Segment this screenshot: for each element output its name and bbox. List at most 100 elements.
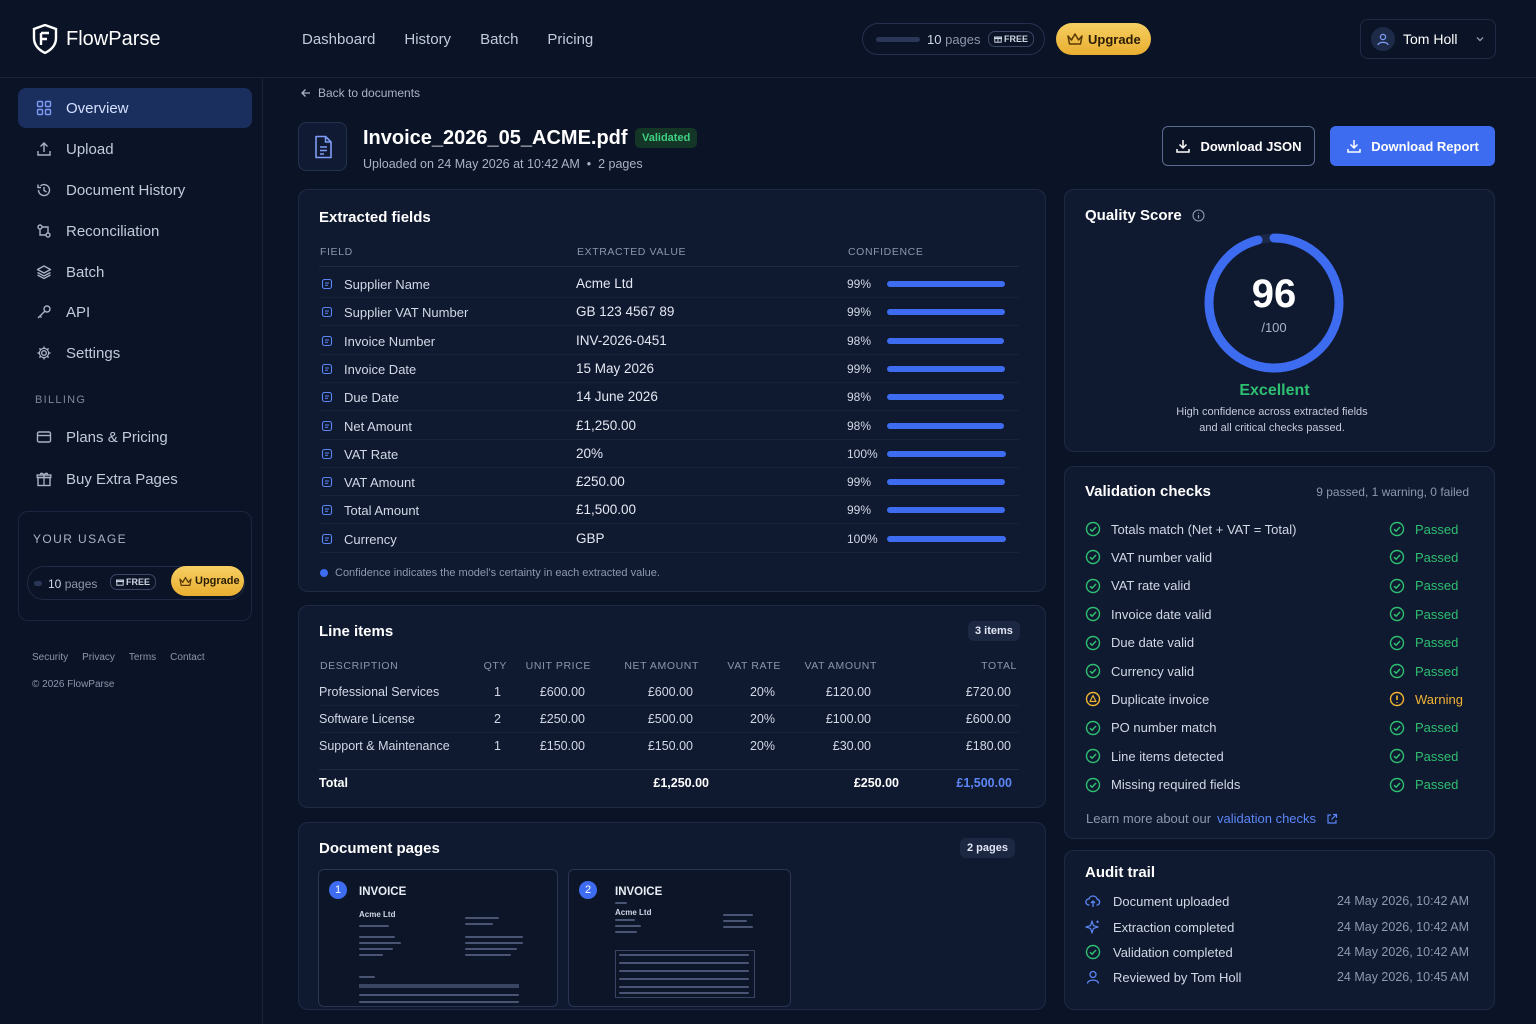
validation-check-row[interactable]: Totals match (Net + VAT = Total) Passed	[1085, 518, 1473, 540]
download-json-button[interactable]: Download JSON	[1162, 126, 1315, 166]
validation-status-label: Passed	[1415, 748, 1459, 764]
footer-link-terms[interactable]: Terms	[128, 652, 157, 663]
audit-entry-label: Validation completed	[1113, 944, 1233, 960]
field-icon	[321, 533, 333, 545]
audit-trail-card: Audit trail Document uploaded 24 May 202…	[1064, 850, 1495, 1010]
header-confidence: CONFIDENCE	[848, 246, 924, 258]
quality-grade: Excellent	[1239, 382, 1310, 399]
validation-check-row[interactable]: Missing required fields Passed	[1085, 774, 1473, 796]
validation-check-row[interactable]: Duplicate invoice Warning	[1085, 688, 1473, 710]
field-value: 15 May 2026	[576, 360, 655, 376]
nav-batch[interactable]: Batch	[480, 31, 519, 48]
page-thumbnail-title: INVOICE	[359, 886, 407, 898]
extracted-field-row[interactable]: Total Amount £1,500.00 99%	[319, 496, 1019, 525]
nav-pricing[interactable]: Pricing	[547, 31, 594, 48]
sidebar-item-upload[interactable]: Upload	[18, 129, 252, 169]
nav-history[interactable]: History	[404, 31, 452, 48]
validation-status: Passed	[1389, 663, 1458, 679]
usage-pill[interactable]: 10 pages FREE	[862, 23, 1045, 55]
document-pages-count-badge: 2 pages	[960, 838, 1015, 858]
sidebar-item-overview[interactable]: Overview	[18, 88, 252, 128]
sidebar-item-buy-extra-pages[interactable]: Buy Extra Pages	[18, 459, 252, 499]
user-icon	[1377, 33, 1389, 46]
field-name: Supplier Name	[344, 277, 430, 292]
audit-entry-time: 24 May 2026, 10:42 AM	[1336, 945, 1469, 959]
app-name: FlowParse	[66, 27, 161, 50]
line-item-row[interactable]: Professional Services 1 £600.00 £600.00 20% £…	[319, 679, 1019, 706]
validation-check-row[interactable]: PO number match Passed	[1085, 717, 1473, 739]
extracted-field-row[interactable]: Supplier Name Acme Ltd 99%	[319, 270, 1019, 298]
app-logo[interactable]: FlowParse	[32, 24, 160, 54]
sidebar-item-batch[interactable]: Batch	[18, 252, 252, 292]
extracted-field-row[interactable]: Invoice Number INV-2026-0451 98%	[319, 327, 1019, 355]
extracted-field-row[interactable]: Currency GBP 100%	[319, 525, 1019, 553]
plan-label: FREE	[1003, 34, 1028, 44]
back-link[interactable]: Back to documents	[300, 86, 420, 100]
check-circle-icon	[1389, 606, 1405, 622]
download-report-button[interactable]: Download Report	[1330, 126, 1495, 166]
validation-check-row[interactable]: Invoice date valid Passed	[1085, 603, 1473, 625]
sidebar-item-api[interactable]: API	[18, 292, 252, 332]
sidebar-item-plans-pricing[interactable]: Plans & Pricing	[18, 417, 252, 457]
confidence-note-text: Confidence indicates the model's certain…	[335, 567, 660, 579]
line-item-unit-price: £150.00	[539, 739, 585, 753]
field-confidence: 98%	[847, 333, 872, 348]
sidebar-item-document-history[interactable]: Document History	[18, 170, 252, 210]
validation-check-row[interactable]: VAT number valid Passed	[1085, 546, 1473, 568]
sidebar-item-settings[interactable]: Settings	[18, 333, 252, 373]
warning-icon	[1085, 691, 1101, 707]
usage-pages: 10 pages	[48, 577, 97, 591]
page-thumbnail-1[interactable]: 1 INVOICE Acme Ltd	[318, 869, 558, 1007]
info-icon[interactable]	[1192, 209, 1205, 222]
validation-check-row[interactable]: VAT rate valid Passed	[1085, 575, 1473, 597]
extracted-field-row[interactable]: VAT Amount £250.00 99%	[319, 468, 1019, 497]
document-filename: Invoice_2026_05_ACME.pdf	[363, 127, 628, 149]
user-menu[interactable]: Tom Holl	[1360, 19, 1496, 59]
extracted-field-row[interactable]: Invoice Date 15 May 2026 99%	[319, 355, 1019, 383]
page-thumbnail-2[interactable]: 2 INVOICE Acme Ltd	[568, 869, 791, 1007]
extracted-field-row[interactable]: Net Amount £1,250.00 98%	[319, 412, 1019, 440]
footer-link-security[interactable]: Security	[32, 652, 69, 663]
quality-description-line-1: High confidence across extracted fields	[1176, 406, 1368, 418]
audit-entry-label: Document uploaded	[1113, 893, 1230, 909]
validation-checks-link[interactable]: validation checks	[1217, 811, 1317, 826]
line-item-row[interactable]: Software License 2 £250.00 £500.00 20% £100.0…	[319, 706, 1019, 733]
billing-label: BILLING	[35, 394, 87, 406]
header-net-amount: NET AMOUNT	[624, 660, 699, 672]
footer-link-contact[interactable]: Contact	[170, 652, 205, 663]
check-circle-icon	[1389, 748, 1405, 764]
usage-row: 10 pages FREE	[27, 566, 245, 600]
field-confidence: 99%	[847, 361, 872, 376]
line-item-qty: 1	[494, 739, 501, 753]
check-circle-icon	[1085, 663, 1101, 679]
extracted-field-row[interactable]: Due Date 14 June 2026 98%	[319, 383, 1019, 412]
extracted-field-row[interactable]: Supplier VAT Number GB 123 4567 89 99%	[319, 298, 1019, 327]
page-thumbnail-company: Acme Ltd	[359, 910, 396, 919]
line-item-row[interactable]: Support & Maintenance 1 £150.00 £150.00 20% £…	[319, 733, 1019, 760]
nav-dashboard[interactable]: Dashboard	[302, 31, 376, 48]
extracted-field-row[interactable]: VAT Rate 20% 100%	[319, 440, 1019, 468]
validation-check-label: VAT rate valid	[1111, 578, 1191, 594]
check-circle-icon	[1389, 549, 1405, 565]
validation-check-row[interactable]: Currency valid Passed	[1085, 660, 1473, 682]
upgrade-button[interactable]: Upgrade	[1056, 23, 1151, 55]
sidebar-item-reconciliation[interactable]: Reconciliation	[18, 211, 252, 251]
usage-title: YOUR USAGE	[33, 532, 128, 546]
upload-icon	[37, 142, 51, 156]
validation-check-row[interactable]: Line items detected Passed	[1085, 745, 1473, 767]
sidebar-upgrade-button[interactable]: Upgrade	[171, 566, 244, 596]
confidence-note: Confidence indicates the model's certain…	[320, 567, 660, 579]
quality-score-title: Quality Score	[1085, 207, 1182, 224]
gauge-fill	[1204, 233, 1344, 373]
card-icon	[36, 431, 52, 443]
footer-link-privacy[interactable]: Privacy	[82, 652, 115, 663]
quality-score-card: Quality Score 96 /100 Excellent High con…	[1064, 189, 1495, 452]
validation-check-row[interactable]: Due date valid Passed	[1085, 632, 1473, 654]
validation-status-label: Passed	[1415, 521, 1459, 537]
sidebar-item-label: Plans & Pricing	[66, 428, 168, 446]
external-link-icon[interactable]	[1326, 813, 1338, 825]
history-icon	[37, 183, 51, 197]
validation-status-label: Passed	[1415, 549, 1459, 565]
total-vat-amount: £250.00	[853, 776, 899, 790]
document-icon-box	[298, 122, 347, 171]
